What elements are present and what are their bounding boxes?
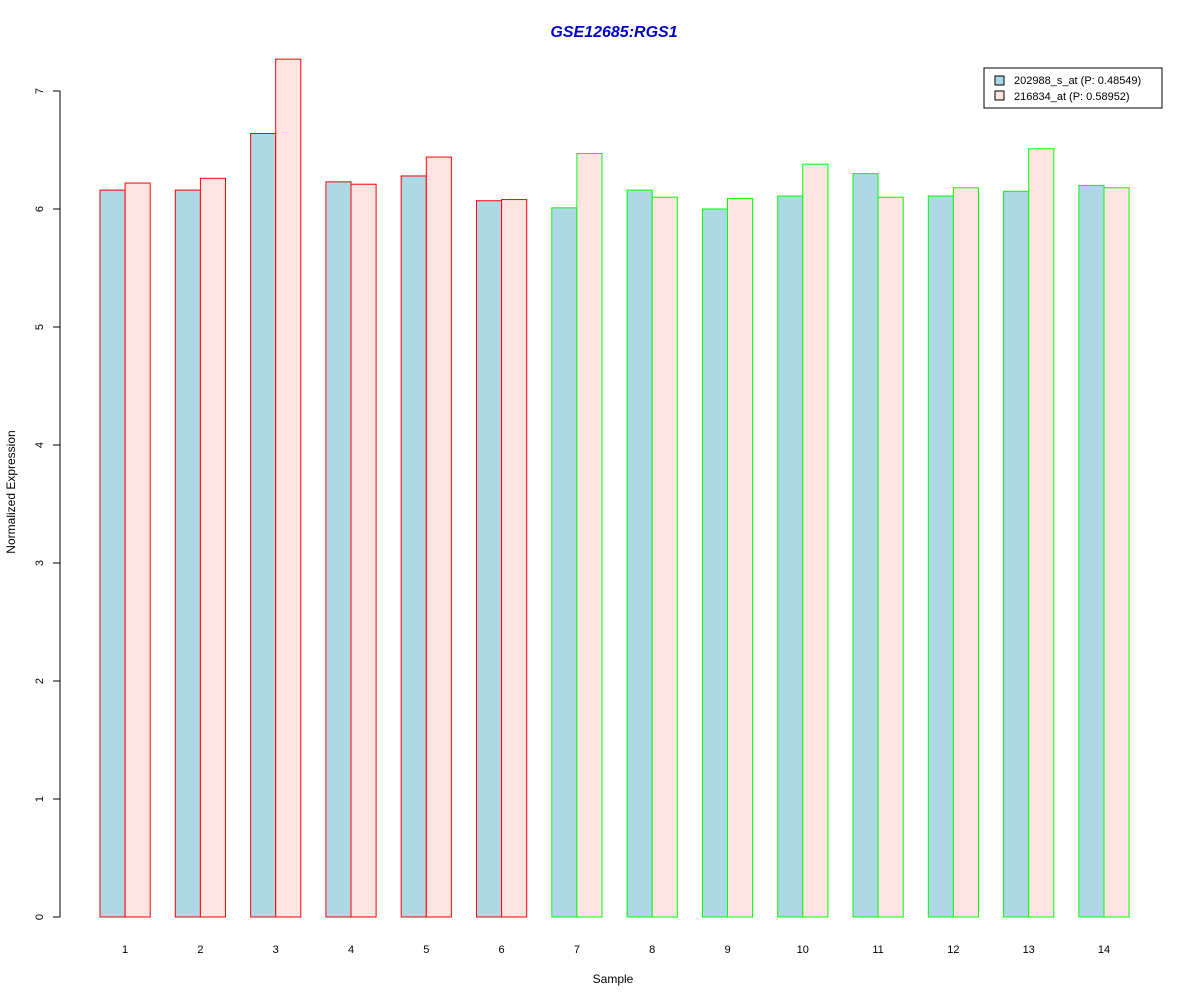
bar-sample-11-series-2 bbox=[877, 196, 904, 918]
x-tick-label-2: 2 bbox=[197, 944, 203, 956]
legend: 202988_s_at (P: 0.48549) 216834_at (P: 0… bbox=[983, 67, 1163, 109]
x-tick-labels: 1 2 3 4 5 6 7 8 9 10 11 12 13 14 bbox=[122, 944, 1110, 956]
bar-sample-3-series-2 bbox=[275, 58, 302, 918]
x-tick-label-12: 12 bbox=[947, 944, 959, 956]
y-tick-label: 5 bbox=[34, 324, 46, 330]
bar-sample-10-series-1 bbox=[777, 195, 804, 918]
x-tick-label-8: 8 bbox=[649, 944, 655, 956]
y-tick-label: 0 bbox=[34, 914, 46, 920]
bar-sample-5-series-2 bbox=[425, 156, 452, 918]
bar-sample-8-series-1 bbox=[626, 189, 653, 918]
x-tick-label-5: 5 bbox=[423, 944, 429, 956]
bar-sample-13-series-2 bbox=[1028, 148, 1055, 918]
bar-sample-9-series-1 bbox=[701, 208, 729, 918]
bar-sample-12-series-1 bbox=[927, 195, 954, 918]
y-tick-label: 4 bbox=[34, 442, 46, 448]
chart-title: GSE12685:RGS1 bbox=[550, 24, 677, 41]
bar-sample-1-series-1 bbox=[99, 189, 126, 918]
bar-sample-2-series-2 bbox=[199, 177, 226, 918]
bar-sample-9-series-2 bbox=[727, 197, 754, 918]
x-tick-label-7: 7 bbox=[574, 944, 580, 956]
bar-sample-10-series-2 bbox=[802, 163, 829, 918]
x-tick-label-4: 4 bbox=[348, 944, 354, 956]
bar-sample-8-series-2 bbox=[651, 196, 678, 918]
y-tick-label: 6 bbox=[34, 206, 46, 212]
bar-sample-7-series-1 bbox=[551, 207, 578, 918]
bar-sample-7-series-2 bbox=[576, 153, 603, 918]
bar-sample-14-series-1 bbox=[1078, 184, 1105, 918]
bar-sample-2-series-1 bbox=[174, 189, 201, 918]
bar-sample-5-series-1 bbox=[400, 175, 427, 918]
x-axis-label: Sample bbox=[593, 972, 634, 986]
legend-box bbox=[983, 67, 1163, 109]
legend-swatch-series-2 bbox=[994, 90, 1005, 101]
bar-sample-1-series-2 bbox=[124, 182, 151, 918]
x-tick-label-11: 11 bbox=[872, 944, 883, 956]
x-tick-label-1: 1 bbox=[122, 944, 128, 956]
x-tick-label-10: 10 bbox=[797, 944, 809, 956]
x-tick-label-3: 3 bbox=[273, 944, 279, 956]
bar-sample-6-series-1 bbox=[476, 200, 503, 918]
y-tick-label: 7 bbox=[34, 88, 46, 94]
bars-group bbox=[99, 58, 1130, 918]
x-tick-label-13: 13 bbox=[1023, 944, 1035, 956]
y-tick-label: 1 bbox=[34, 796, 46, 802]
bar-sample-4-series-1 bbox=[325, 181, 352, 918]
x-tick-label-14: 14 bbox=[1098, 944, 1110, 956]
bar-sample-12-series-2 bbox=[952, 187, 980, 918]
x-tick-label-9: 9 bbox=[724, 944, 730, 956]
y-axis: 0 1 2 3 4 5 6 7 bbox=[34, 88, 61, 920]
legend-swatch-series-1 bbox=[994, 75, 1005, 86]
x-tick-label-6: 6 bbox=[499, 944, 505, 956]
bar-sample-13-series-1 bbox=[1003, 190, 1030, 918]
bar-sample-3-series-1 bbox=[250, 132, 277, 918]
y-tick-label: 2 bbox=[34, 678, 46, 684]
bar-sample-4-series-2 bbox=[350, 183, 377, 918]
bar-sample-11-series-1 bbox=[852, 173, 879, 918]
bar-sample-14-series-2 bbox=[1103, 187, 1130, 918]
legend-label-series-1: 202988_s_at (P: 0.48549) bbox=[1014, 75, 1141, 87]
y-axis-label: Normalized Expression bbox=[4, 430, 18, 553]
bar-sample-6-series-2 bbox=[501, 199, 528, 918]
y-tick-label: 3 bbox=[34, 560, 46, 566]
legend-label-series-2: 216834_at (P: 0.58952) bbox=[1014, 91, 1130, 103]
